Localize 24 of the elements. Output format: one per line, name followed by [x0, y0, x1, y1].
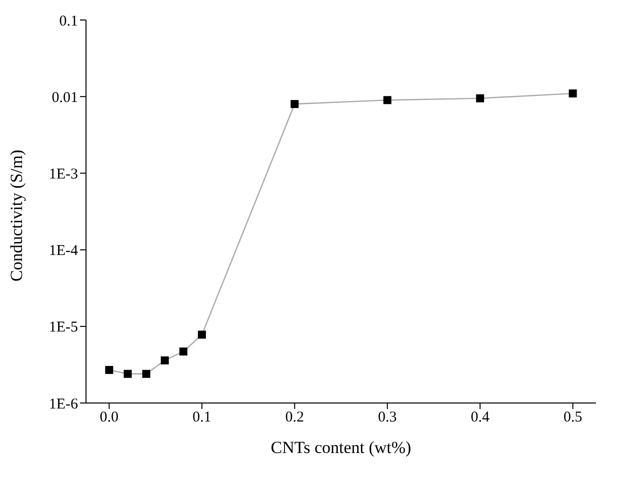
point — [568, 89, 577, 98]
x-tick-label: 0.1 — [192, 410, 212, 426]
point — [383, 96, 392, 104]
y-axis-title: Conductivity (S/m) — [7, 150, 26, 282]
y-tick-label: 0.1 — [59, 13, 78, 30]
point — [476, 94, 484, 102]
point — [290, 100, 299, 108]
y-tick-label: 1E-4 — [48, 243, 78, 260]
x-tick-label: 0.3 — [378, 410, 397, 426]
point — [179, 348, 188, 356]
point — [198, 330, 206, 339]
y-tick-label: 1E-6 — [48, 396, 78, 412]
point — [142, 370, 150, 378]
x-tick-label: 0.5 — [563, 410, 582, 426]
x-tick-label: 0.0 — [100, 410, 119, 426]
point — [160, 356, 169, 364]
x-tick-label: 0.4 — [470, 410, 490, 426]
point — [124, 370, 132, 378]
y-tick-label: 1E-5 — [48, 320, 78, 336]
point — [105, 366, 114, 374]
x-tick-label: 0.2 — [285, 410, 304, 426]
x-axis-title: CNTs content (wt%) — [270, 438, 412, 457]
y-tick-label: 0.01 — [52, 90, 78, 106]
y-tick-label: 1E-3 — [48, 166, 78, 183]
